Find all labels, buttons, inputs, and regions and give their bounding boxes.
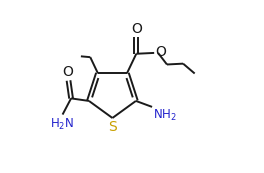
Text: S: S	[108, 120, 117, 134]
Text: O: O	[155, 45, 166, 59]
Text: O: O	[131, 22, 142, 36]
Text: NH$_2$: NH$_2$	[153, 108, 177, 123]
Text: O: O	[62, 65, 73, 79]
Text: H$_2$N: H$_2$N	[50, 117, 75, 132]
